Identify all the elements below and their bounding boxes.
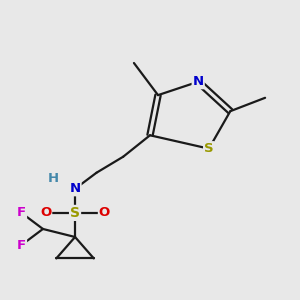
Text: F: F: [17, 206, 26, 219]
Text: S: S: [204, 142, 214, 155]
Text: N: N: [193, 75, 204, 88]
Text: O: O: [99, 206, 110, 219]
Text: N: N: [70, 182, 81, 195]
Text: O: O: [40, 206, 51, 219]
Text: F: F: [17, 238, 26, 251]
Text: S: S: [70, 206, 80, 220]
Text: H: H: [48, 172, 59, 184]
